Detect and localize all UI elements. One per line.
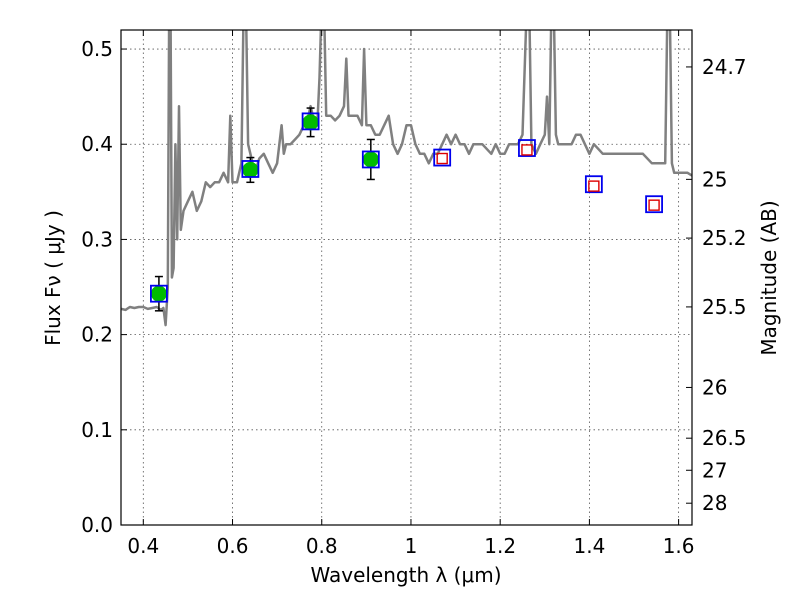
right-tick-label: 25.2 [702, 226, 747, 250]
x-tick-label: 1.2 [484, 534, 516, 558]
model-red-square [648, 199, 660, 211]
model-blue-square [584, 175, 603, 194]
model-blue-square [301, 112, 320, 131]
model-red-square [521, 144, 533, 156]
right-axis-label: Magnitude (AB) [757, 200, 781, 355]
model-red-square [588, 180, 600, 192]
model-blue-square [433, 148, 452, 167]
model-blue-square [645, 195, 663, 214]
axis-ticks: 0.4 0.6 0.8 1 1.2 1.4 1.6 0.0 0.1 0.2 0.3 0.4 0.5 24.… [81, 30, 747, 558]
y-tick-label: 0.3 [81, 227, 113, 251]
model-spectrum-line [121, 30, 692, 327]
x-axis-label: Wavelength λ (μm) [310, 563, 501, 587]
right-tick-label: 25.5 [702, 295, 747, 319]
y-tick-label: 0.2 [81, 323, 113, 347]
y-axis-label: Flux Fν ( μJy ) [41, 210, 65, 346]
photometry-point [150, 285, 167, 302]
model-blue-square [518, 139, 536, 157]
right-tick-label: 24.7 [702, 55, 747, 79]
right-tick-label: 26.5 [702, 426, 747, 450]
model-blue-square [361, 150, 380, 169]
grid-lines [121, 30, 692, 526]
model-blue-square [150, 284, 168, 303]
right-tick-label: 26 [702, 375, 727, 399]
right-tick-label: 25 [702, 167, 727, 191]
right-tick-label: 28 [702, 491, 727, 515]
y-tick-label: 0.5 [81, 37, 113, 61]
x-tick-label: 1 [405, 534, 418, 558]
photometry-point [302, 114, 319, 131]
x-tick-label: 1.4 [573, 534, 605, 558]
y-tick-label: 0.4 [81, 132, 113, 156]
plot-frame [120, 29, 693, 526]
model-blue-square [241, 160, 260, 178]
photometry-point [242, 161, 259, 178]
photometry-point [362, 151, 379, 168]
x-tick-label: 0.8 [306, 534, 338, 558]
x-tick-label: 1.6 [663, 534, 695, 558]
plot-area [121, 30, 692, 327]
right-tick-label: 27 [702, 458, 727, 482]
x-tick-label: 0.4 [127, 534, 159, 558]
x-tick-label: 0.6 [217, 534, 249, 558]
model-red-square [436, 152, 448, 165]
y-tick-label: 0.0 [81, 513, 113, 537]
y-tick-label: 0.1 [81, 418, 113, 442]
